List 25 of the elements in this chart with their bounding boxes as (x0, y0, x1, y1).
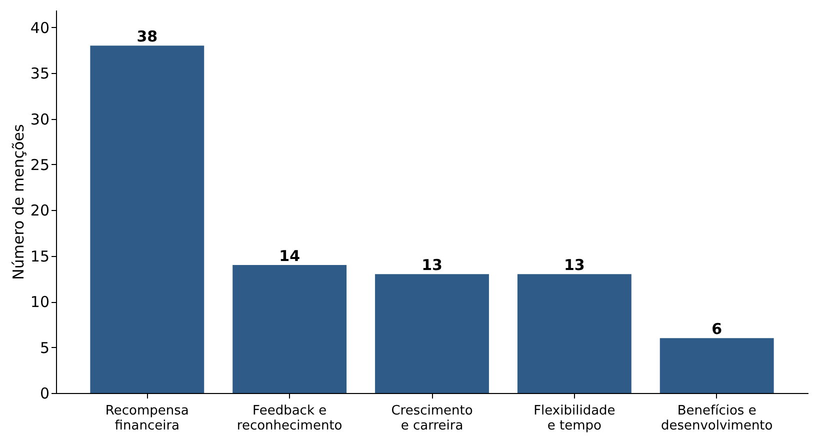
x-tick-label: Crescimento e carreira (391, 404, 473, 434)
y-tick-label: 30 (30, 110, 50, 128)
bar (375, 274, 489, 393)
y-tick-label: 5 (40, 338, 50, 357)
y-tick-label: 40 (30, 18, 50, 37)
bar (517, 274, 632, 393)
y-tick-label: 0 (40, 384, 50, 402)
x-tick-label: Flexibilidade e tempo (534, 404, 616, 434)
y-tick-label: 15 (30, 247, 50, 266)
x-tick-label: Benefícios e desenvolvimento (660, 404, 773, 434)
data-label: 6 (712, 320, 722, 338)
y-tick-label: 35 (30, 64, 50, 83)
data-label: 14 (279, 247, 300, 266)
bar (90, 46, 204, 393)
data-label: 13 (422, 256, 442, 274)
data-label: 38 (136, 28, 158, 46)
y-tick-label: 10 (30, 293, 50, 312)
bar (232, 265, 347, 393)
y-tick-label: 20 (30, 202, 50, 220)
x-tick-label: Recompensa financeira (105, 404, 189, 434)
bar (660, 338, 774, 393)
data-label: 13 (564, 256, 585, 274)
x-tick-label: Feedback e reconhecimento (236, 404, 342, 434)
y-axis-title: Número de menções (9, 124, 28, 280)
y-tick-label: 25 (30, 156, 50, 174)
